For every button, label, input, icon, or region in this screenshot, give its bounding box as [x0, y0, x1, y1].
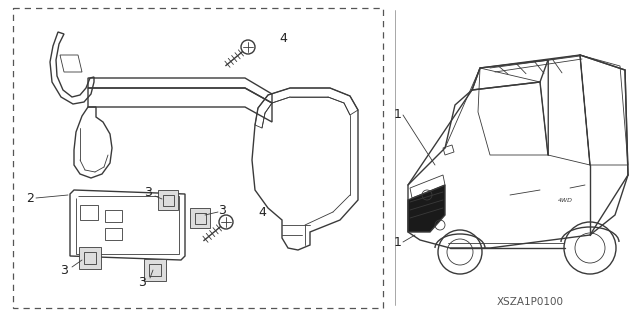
Text: 1: 1 — [394, 108, 402, 122]
Text: 2: 2 — [26, 191, 34, 204]
Polygon shape — [144, 259, 166, 281]
Text: 3: 3 — [218, 204, 226, 217]
Text: 3: 3 — [60, 263, 68, 277]
Polygon shape — [158, 190, 178, 210]
Polygon shape — [79, 247, 101, 269]
Polygon shape — [190, 208, 210, 228]
Text: 3: 3 — [138, 276, 146, 288]
Text: 3: 3 — [144, 187, 152, 199]
Bar — [13, 8, 383, 308]
Text: 4: 4 — [258, 205, 266, 219]
Polygon shape — [408, 185, 445, 232]
Text: XSZA1P0100: XSZA1P0100 — [497, 297, 563, 307]
Text: 1: 1 — [394, 235, 402, 249]
Text: 4WD: 4WD — [557, 197, 573, 203]
Text: 4: 4 — [279, 32, 287, 44]
